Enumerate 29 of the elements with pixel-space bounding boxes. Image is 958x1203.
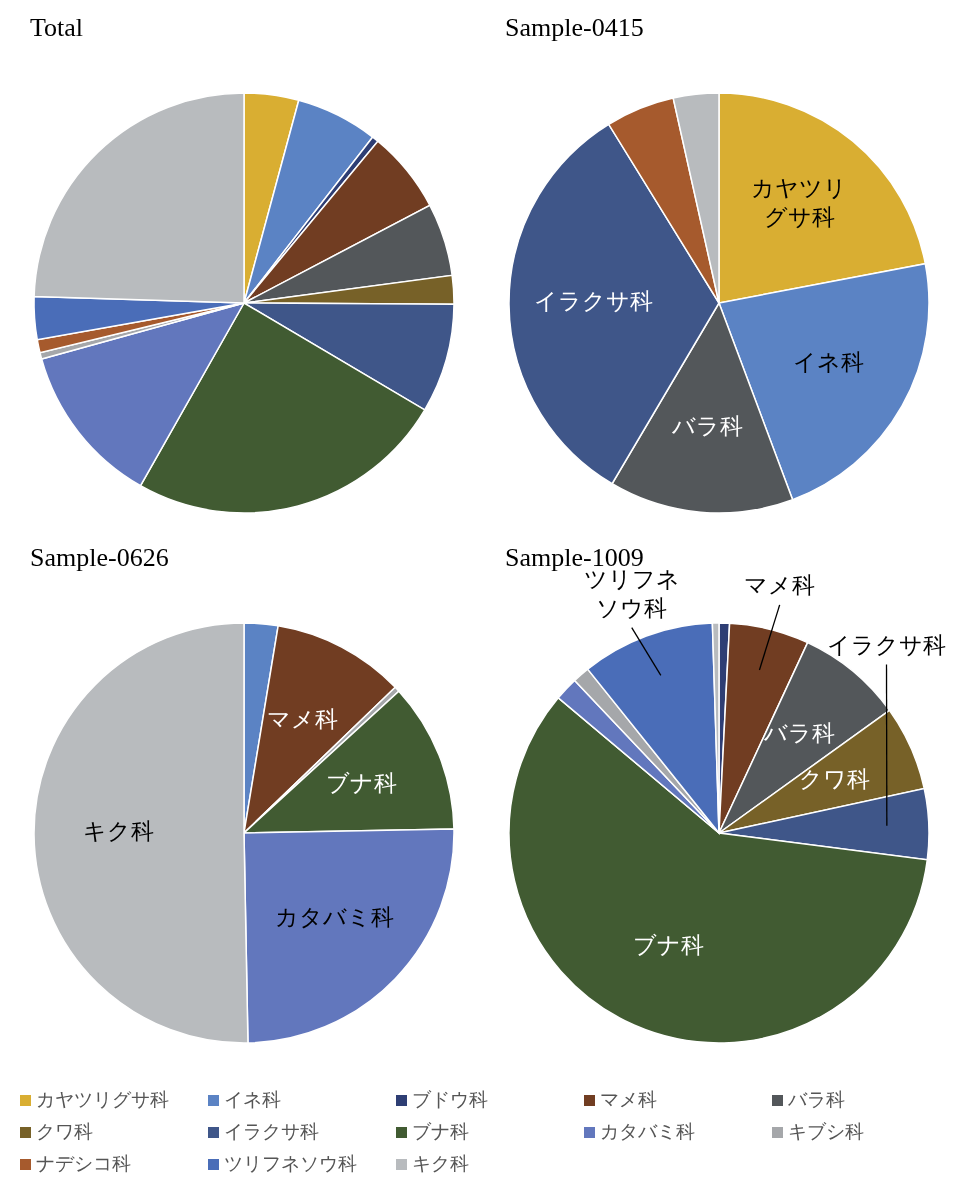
legend-label: カヤツリグサ科 [36, 1089, 169, 1110]
legend-label: クワ科 [36, 1121, 93, 1142]
legend-label: ツリフネソウ科 [224, 1153, 357, 1174]
slice-label: イラクサ科 [533, 289, 653, 315]
slice-label: ブナ科 [632, 933, 704, 959]
legend-label: ブナ科 [412, 1121, 469, 1142]
slice-label: ブナ科 [325, 771, 397, 797]
legend-label: ブドウ科 [412, 1089, 488, 1110]
slice-label: カヤツリグサ科 [751, 176, 848, 231]
slice-label: バラ科 [671, 413, 744, 439]
chart-title: Sample-0626 [30, 543, 169, 572]
slice-label: イネ科 [793, 349, 865, 375]
slice-label: マメ科 [744, 573, 816, 599]
chart-title: Total [30, 13, 84, 42]
slice-label: イラクサ科 [827, 633, 946, 659]
legend-label: イラクサ科 [224, 1121, 319, 1142]
legend-label: カタバミ科 [600, 1121, 695, 1142]
slice-label: クワ科 [798, 766, 870, 792]
legend-label: キク科 [412, 1153, 469, 1174]
legend-label: キブシ科 [788, 1121, 864, 1142]
legend-label: マメ科 [600, 1089, 657, 1110]
slice-label: カタバミ科 [275, 905, 395, 931]
slice-label: キク科 [82, 819, 154, 845]
legend-label: バラ科 [787, 1089, 845, 1110]
slice-label: マメ科 [267, 706, 339, 732]
legend-label: イネ科 [224, 1089, 281, 1110]
slice-label: バラ科 [762, 720, 835, 746]
legend-label: ナデシコ科 [36, 1153, 131, 1174]
chart-title: Sample-0415 [505, 13, 644, 42]
